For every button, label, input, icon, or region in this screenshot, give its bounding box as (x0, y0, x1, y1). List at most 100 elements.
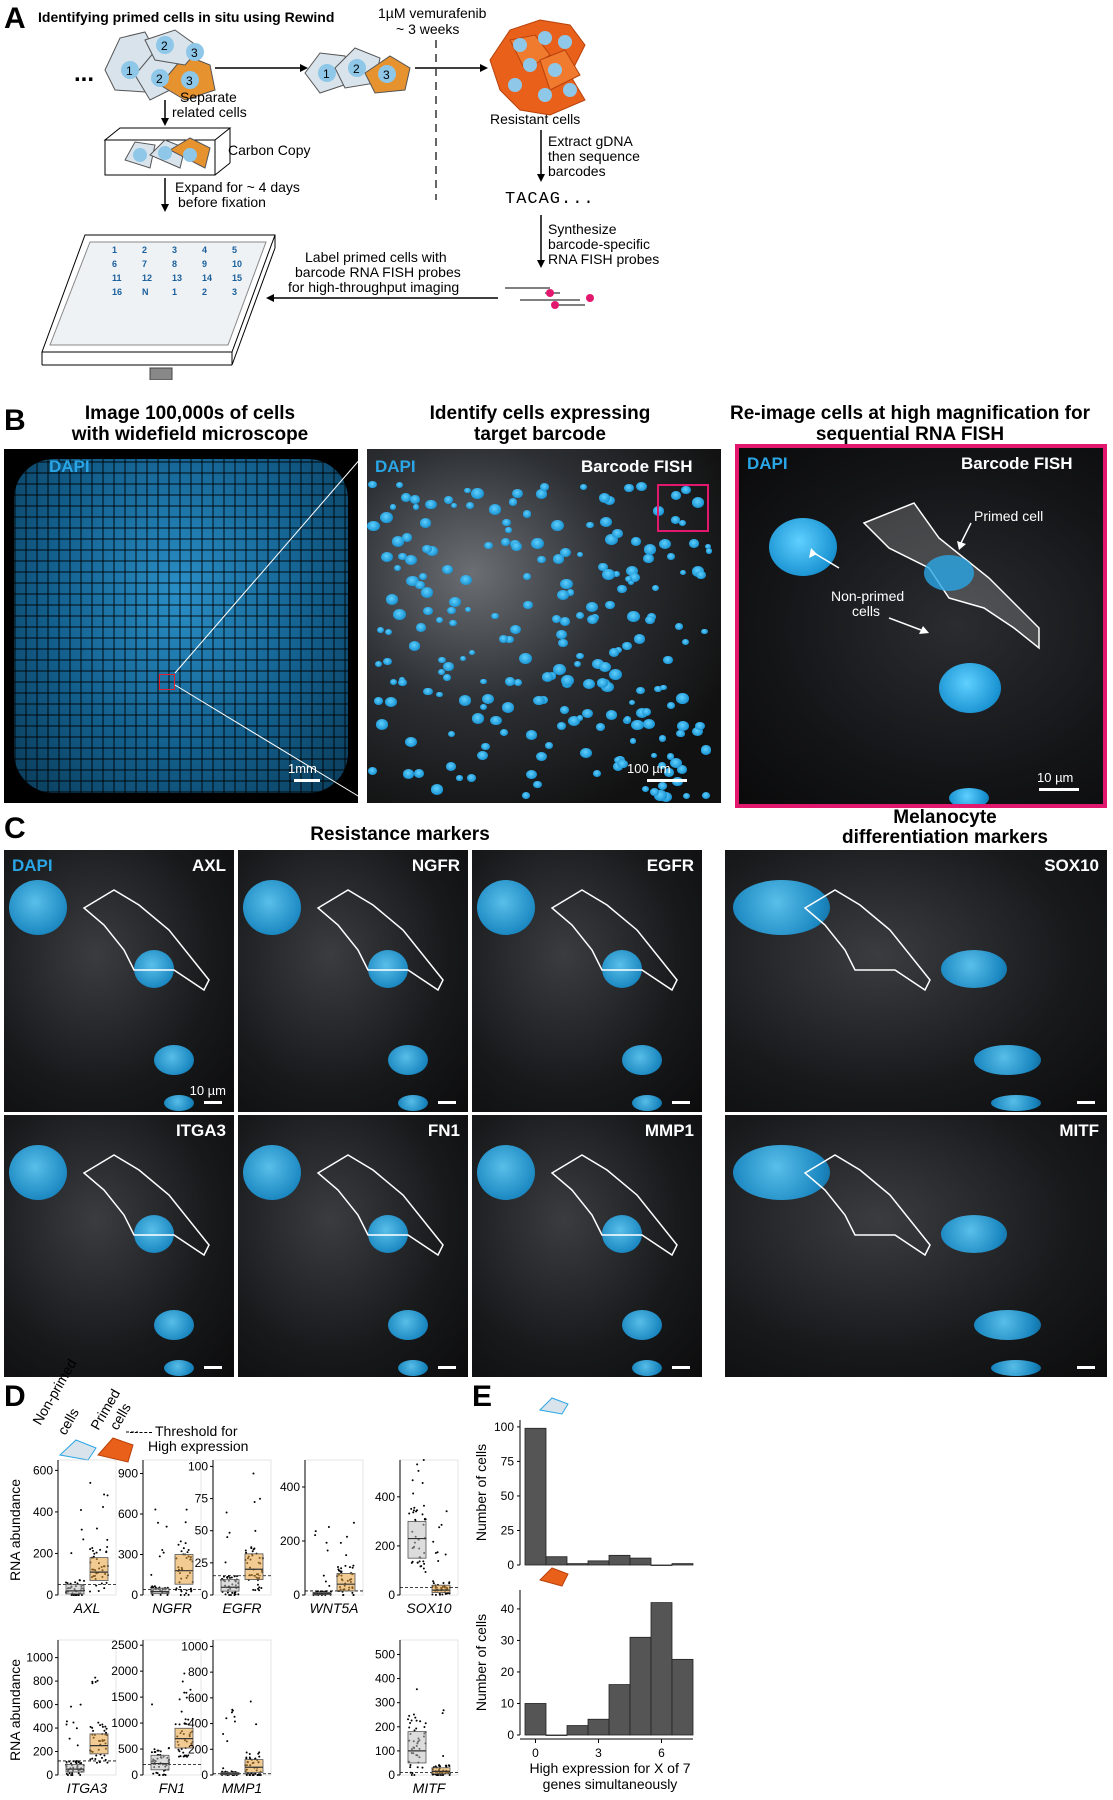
nucleus-dot (580, 484, 587, 490)
nucleus-dot (471, 713, 485, 725)
data-point (105, 1727, 108, 1730)
nucleus-dot (513, 679, 523, 687)
data-point (103, 1587, 106, 1590)
nucleus-dot (671, 516, 680, 524)
nucleus-dot (413, 504, 420, 510)
nucleus-dot (605, 710, 618, 720)
drug-line-1: 1µM vemurafenib (378, 5, 487, 21)
y-tick-label: 800 (188, 1665, 208, 1679)
data-point (154, 1508, 157, 1511)
nucleus-dot (398, 678, 407, 687)
nucleus-dot (367, 520, 380, 532)
data-point (105, 1551, 108, 1554)
y-tick-label: 2000 (111, 1664, 138, 1678)
nucleus-dot (556, 721, 566, 731)
data-point (244, 1549, 247, 1552)
data-point (95, 1551, 98, 1554)
nucleus-dot (430, 784, 444, 795)
nucleus-dot (512, 489, 523, 499)
data-point (252, 1548, 255, 1551)
nucleus-dot (605, 601, 615, 610)
y-tick-label: 50 (501, 1489, 515, 1503)
gene-label: NGFR (152, 1600, 192, 1616)
primed-cell-outline (550, 1154, 678, 1257)
data-point (440, 1523, 443, 1526)
data-point (95, 1754, 98, 1757)
data-point (424, 1570, 427, 1573)
data-point (92, 1729, 95, 1732)
data-point (91, 1726, 94, 1729)
data-point (422, 1504, 425, 1507)
nucleus-dot (449, 596, 461, 607)
nucleus-dot (617, 759, 628, 769)
expand-line-2: before fixation (178, 194, 266, 210)
svg-text:2: 2 (156, 72, 163, 86)
nucleus-dot (628, 699, 635, 706)
nucleus (940, 1215, 1008, 1253)
y-tick-label: 0 (131, 1588, 138, 1602)
plate-cell-number: 12 (142, 273, 153, 283)
data-point (103, 1729, 106, 1732)
data-point (421, 1481, 424, 1484)
data-point (228, 1576, 231, 1579)
y-tick-label: 1000 (181, 1639, 208, 1653)
data-point (249, 1700, 252, 1703)
nucleus-dot (575, 612, 585, 619)
data-point (158, 1555, 161, 1558)
data-point (415, 1719, 418, 1722)
data-point (97, 1721, 100, 1724)
data-point (82, 1579, 85, 1582)
data-point (344, 1564, 347, 1567)
svg-text:2: 2 (353, 62, 360, 76)
nucleus (974, 1310, 1041, 1340)
nucleus-dot (418, 572, 428, 580)
data-point (228, 1594, 231, 1596)
scale-bar (438, 1366, 456, 1369)
histogram-bar (671, 1563, 694, 1566)
data-point (227, 1575, 230, 1578)
data-point (339, 1541, 342, 1544)
data-point (161, 1548, 164, 1551)
dapi-label-b3: DAPI (747, 454, 788, 473)
nucleus (602, 950, 642, 988)
nucleus-dot (645, 615, 656, 625)
nucleus-dot (525, 729, 538, 740)
nucleus-dot (389, 503, 397, 510)
nucleus (164, 1360, 194, 1376)
data-point (72, 1594, 75, 1596)
data-point (180, 1710, 183, 1713)
nucleus-dot (666, 553, 675, 560)
data-point (89, 1481, 92, 1484)
data-point (163, 1773, 166, 1776)
y-axis-label: RNA abundance (7, 1479, 23, 1581)
data-point (76, 1744, 79, 1747)
synth-line-3: RNA FISH probes (548, 251, 660, 267)
nucleus-dot (442, 674, 451, 681)
nucleus-dot (658, 538, 672, 550)
panel-label-c: C (4, 812, 26, 845)
data-point (434, 1593, 437, 1596)
nucleus-dot (532, 780, 542, 789)
nucleus-dot (406, 575, 419, 587)
nucleus-dot (415, 580, 426, 590)
data-point (248, 1756, 251, 1759)
plate-cell-number: 15 (232, 273, 243, 283)
svg-text:3: 3 (191, 46, 198, 60)
histogram-bar (629, 1636, 652, 1736)
primed-cell-outline (316, 889, 444, 992)
data-point (254, 1529, 257, 1532)
y-tick-label: 400 (280, 1480, 300, 1494)
data-point (187, 1549, 190, 1552)
box-nonprimed (407, 1520, 427, 1559)
data-point (411, 1560, 414, 1563)
marker-image-itga3: ITGA3 (4, 1115, 234, 1377)
data-point (96, 1679, 99, 1682)
y-tick-label: 0 (201, 1588, 208, 1602)
nucleus-dot (663, 656, 673, 665)
data-point (233, 1715, 236, 1718)
data-point (187, 1718, 190, 1721)
y-axis-label: Number of cells (473, 1614, 489, 1711)
plate-cell-number: 2 (142, 245, 148, 255)
data-point (410, 1719, 413, 1722)
nucleus-dot (464, 487, 471, 494)
